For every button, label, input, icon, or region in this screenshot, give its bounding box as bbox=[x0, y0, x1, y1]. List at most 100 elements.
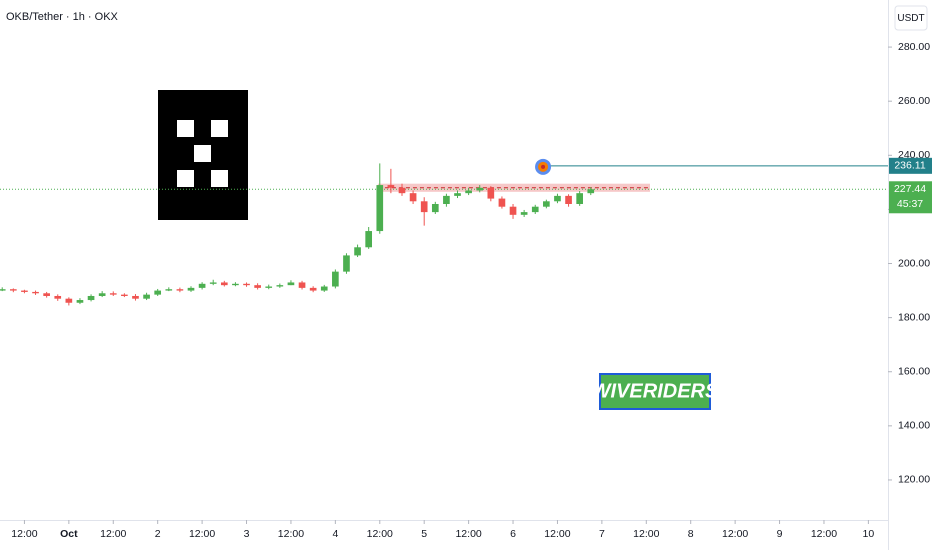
logo-square bbox=[211, 170, 228, 187]
candle-body bbox=[76, 300, 84, 303]
candle-body bbox=[509, 206, 517, 215]
x-tick-label: 12:00 bbox=[100, 528, 126, 540]
y-tick-label: 120.00 bbox=[898, 474, 930, 486]
candle-body bbox=[420, 201, 428, 213]
candle-body bbox=[487, 187, 495, 199]
candle-body bbox=[98, 293, 106, 296]
candle-body bbox=[409, 193, 417, 202]
chart-title: OKB/Tether · 1h · OKX bbox=[6, 11, 119, 23]
candle-body bbox=[309, 287, 317, 291]
x-tick-label: 12:00 bbox=[722, 528, 748, 540]
candle-body bbox=[287, 282, 295, 286]
x-tick-label: 8 bbox=[688, 528, 694, 540]
candle-body bbox=[476, 187, 484, 191]
unit-label: USDT bbox=[897, 13, 924, 24]
x-tick-label: 10 bbox=[863, 528, 875, 540]
candle-body bbox=[587, 189, 595, 194]
candle-body bbox=[554, 195, 561, 202]
candle-body bbox=[176, 289, 184, 291]
candle-body bbox=[32, 291, 39, 294]
candle-body bbox=[454, 193, 461, 196]
x-tick-label: 12:00 bbox=[189, 528, 215, 540]
candle-body bbox=[565, 195, 572, 204]
candle-body bbox=[265, 286, 273, 288]
candle-body bbox=[21, 290, 28, 292]
candle-body bbox=[109, 293, 117, 295]
logo-square bbox=[194, 145, 211, 162]
candle-body bbox=[209, 282, 217, 284]
candle-body bbox=[443, 195, 450, 204]
x-tick-label: 7 bbox=[599, 528, 605, 540]
x-tick-label: 12:00 bbox=[278, 528, 304, 540]
candle-body bbox=[343, 255, 350, 272]
candle-body bbox=[121, 294, 128, 296]
y-tick-label: 160.00 bbox=[898, 366, 930, 378]
x-tick-label: 12:00 bbox=[455, 528, 481, 540]
plot bbox=[0, 158, 888, 306]
candle-body bbox=[43, 293, 50, 296]
candle-body bbox=[387, 185, 395, 188]
y-tick-label: 180.00 bbox=[898, 311, 930, 323]
logo-square bbox=[211, 120, 228, 137]
candle-body bbox=[298, 282, 306, 288]
x-tick-label: Oct bbox=[60, 528, 78, 540]
x-tick-label: 6 bbox=[510, 528, 516, 540]
candle-body bbox=[332, 271, 339, 287]
x-tick-label: 12:00 bbox=[633, 528, 659, 540]
candle-body bbox=[165, 289, 173, 291]
logo-square bbox=[177, 120, 194, 137]
logo-square bbox=[177, 170, 194, 187]
candle-body bbox=[254, 285, 261, 288]
x-tick-label: 4 bbox=[332, 528, 338, 540]
unit-box[interactable] bbox=[894, 5, 928, 31]
candle-body bbox=[465, 190, 472, 194]
candle-body bbox=[520, 212, 528, 215]
x-tick-label: 9 bbox=[777, 528, 783, 540]
candle-body bbox=[543, 201, 550, 207]
annotation: WIVERIDERS bbox=[592, 380, 719, 402]
candle-body bbox=[576, 193, 583, 204]
candle-body bbox=[243, 283, 250, 286]
candle-body bbox=[220, 282, 228, 286]
candle-body bbox=[187, 287, 195, 291]
x-tick-label: 12:00 bbox=[544, 528, 570, 540]
candle-body bbox=[276, 285, 284, 287]
candle-body bbox=[9, 289, 17, 291]
candle-body bbox=[431, 203, 439, 213]
x-tick-label: 5 bbox=[421, 528, 427, 540]
last-price-box bbox=[889, 181, 932, 214]
candle-body bbox=[531, 206, 539, 213]
candle-body bbox=[143, 294, 150, 299]
candle-body bbox=[376, 185, 384, 232]
x-tick-label: 2 bbox=[155, 528, 161, 540]
y-tick-label: 280.00 bbox=[898, 41, 930, 53]
logo bbox=[158, 90, 248, 220]
candle-body bbox=[54, 295, 62, 299]
x-tick-label: 12:00 bbox=[811, 528, 837, 540]
y-tick-label: 200.00 bbox=[898, 257, 930, 269]
candle-body bbox=[320, 286, 328, 291]
y-tick-label: 260.00 bbox=[898, 95, 930, 107]
candle-body bbox=[154, 290, 162, 295]
target-price-box bbox=[889, 157, 932, 174]
x-tick-label: 12:00 bbox=[11, 528, 37, 540]
target-icon bbox=[541, 164, 546, 169]
candle-body bbox=[398, 187, 406, 194]
x-tick-label: 12:00 bbox=[367, 528, 393, 540]
target-price-label: 236.11 bbox=[894, 160, 925, 172]
candle-body bbox=[132, 295, 139, 299]
candle-body bbox=[354, 247, 361, 256]
candle-body bbox=[65, 298, 73, 303]
candle-body bbox=[232, 283, 239, 286]
candle-body bbox=[498, 198, 506, 207]
candle-body bbox=[198, 283, 206, 288]
countdown-label: 45:37 bbox=[897, 198, 923, 210]
x-tick-label: 3 bbox=[244, 528, 250, 540]
candle-body bbox=[87, 295, 95, 301]
last-price-label: 227.44 bbox=[894, 183, 926, 195]
candle-body bbox=[365, 231, 373, 248]
annotation-box bbox=[599, 373, 711, 410]
y-tick-label: 140.00 bbox=[898, 420, 930, 432]
